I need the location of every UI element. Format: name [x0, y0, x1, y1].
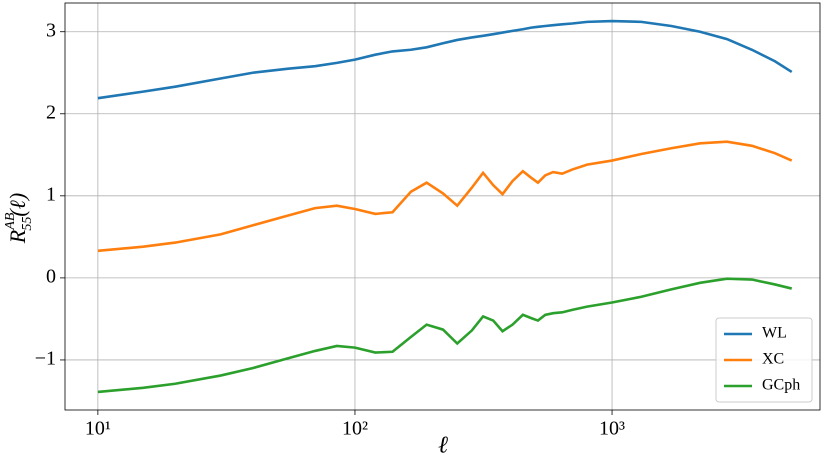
y-axis-label: RAB 55(ℓ) — [3, 193, 35, 244]
x-tick-label: 10³ — [599, 418, 625, 440]
y-tick-label: 3 — [46, 19, 56, 41]
y-label-base: R — [5, 229, 30, 244]
x-tick-label: 10¹ — [85, 418, 111, 440]
y-tick-label: −1 — [35, 348, 56, 370]
line-series — [97, 140, 793, 253]
legend-label: GCph — [762, 377, 800, 394]
legend-box — [715, 317, 813, 403]
y-label-tail: (ℓ) — [5, 193, 30, 217]
line-series — [97, 277, 793, 394]
legend-label: XC — [762, 351, 784, 368]
plot-frame — [64, 2, 821, 411]
y-tick-label: 1 — [46, 183, 56, 205]
legend-label: WL — [762, 325, 787, 342]
y-tick-label: 2 — [46, 101, 56, 123]
y-tick-label: 0 — [46, 265, 56, 287]
y-label-sup: AB — [3, 212, 18, 231]
y-label-sub: 55 — [20, 217, 35, 231]
line-series — [97, 19, 793, 100]
x-tick-label: 10² — [342, 418, 368, 440]
x-axis-label: ℓ — [438, 433, 448, 459]
